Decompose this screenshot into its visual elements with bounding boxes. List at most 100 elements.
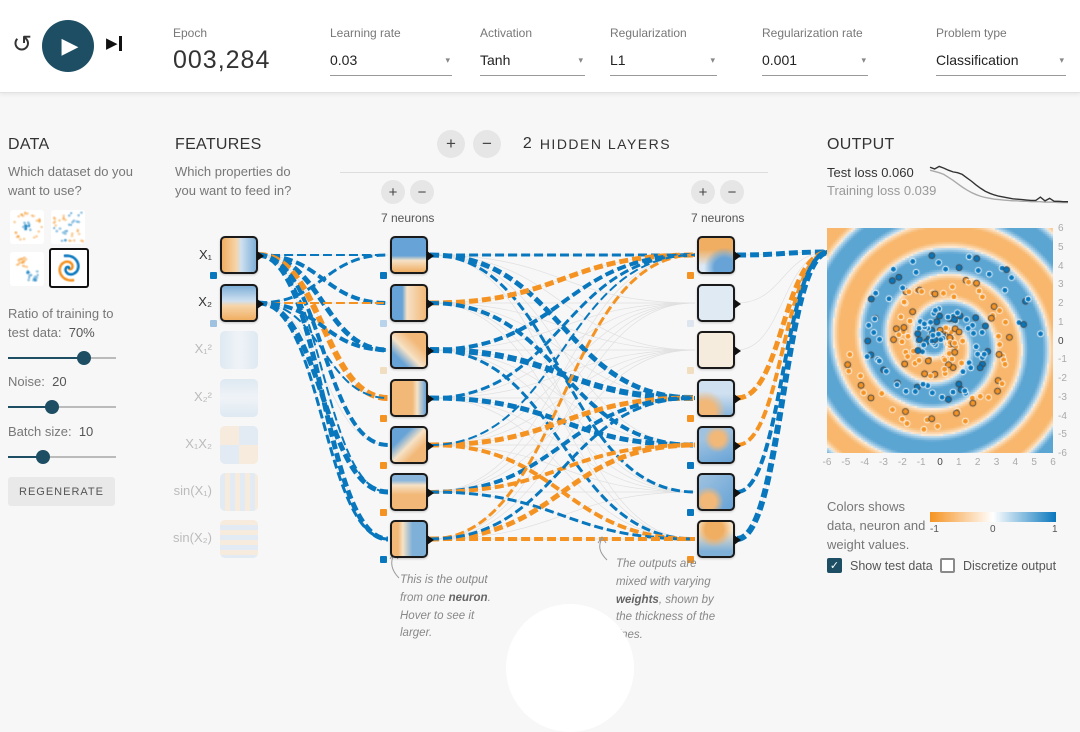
y-tick-label: 1 bbox=[1058, 316, 1064, 328]
regenerate-button[interactable]: REGENERATE bbox=[8, 477, 115, 506]
edge bbox=[257, 301, 389, 541]
legend-tick-label: -1 bbox=[930, 524, 939, 535]
hidden2-neuron-3[interactable] bbox=[687, 331, 741, 374]
connector-nub-icon bbox=[427, 535, 434, 545]
feature-node-x2sq[interactable] bbox=[220, 379, 258, 417]
feature-label-x2: X₂ bbox=[198, 294, 212, 309]
edge bbox=[257, 302, 389, 399]
y-tick-label: 3 bbox=[1058, 279, 1064, 291]
chevron-down-icon: ▾ bbox=[861, 55, 866, 65]
edge bbox=[736, 250, 830, 447]
regularization-rate-value: 0.001 bbox=[762, 52, 798, 68]
layer2-controls: + − 7 neurons bbox=[691, 180, 744, 225]
discretize-output-toggle[interactable]: Discretize output bbox=[940, 558, 1056, 573]
bias-square bbox=[380, 320, 387, 327]
regularization-rate-dropdown[interactable]: Regularization rate 0.001 ▾ bbox=[762, 26, 868, 76]
hidden2-neuron-7[interactable] bbox=[687, 520, 741, 563]
dataset-circle-thumbnail[interactable] bbox=[10, 210, 44, 244]
hidden1-neuron-3[interactable] bbox=[380, 331, 434, 374]
test-loss: Test loss 0.060 bbox=[827, 165, 914, 180]
hidden2-neuron-2[interactable] bbox=[687, 284, 741, 327]
hidden2-neuron-6[interactable] bbox=[687, 473, 741, 516]
reset-network-icon[interactable]: ↺ bbox=[12, 31, 33, 58]
edge bbox=[429, 442, 696, 542]
bias-square bbox=[687, 415, 694, 422]
y-tick-label: -1 bbox=[1058, 354, 1067, 366]
step-button[interactable]: ▶ bbox=[106, 34, 122, 52]
remove-neuron-button[interactable]: − bbox=[410, 180, 434, 204]
bias-square bbox=[687, 320, 694, 327]
data-heading: DATA bbox=[8, 136, 50, 153]
edge bbox=[429, 396, 696, 494]
dataset-xor-thumbnail[interactable] bbox=[51, 210, 85, 244]
hidden2-neuron-4[interactable] bbox=[687, 379, 741, 422]
hidden1-neuron-7[interactable] bbox=[380, 520, 434, 563]
y-tick-label: 5 bbox=[1058, 241, 1064, 253]
activation-dropdown[interactable]: Activation Tanh ▾ bbox=[480, 26, 585, 76]
hidden1-neuron-2[interactable] bbox=[380, 284, 434, 327]
add-neuron-button[interactable]: + bbox=[381, 180, 405, 204]
check-icon: ✓ bbox=[829, 560, 840, 572]
network-edges bbox=[257, 249, 830, 579]
feature-label-sinx1: sin(X₁) bbox=[173, 483, 212, 498]
feature-node-sinx1[interactable] bbox=[220, 473, 258, 511]
ratio-slider-knob[interactable] bbox=[77, 350, 91, 365]
remove-neuron-button[interactable]: − bbox=[720, 180, 744, 204]
y-tick-label: 4 bbox=[1058, 260, 1064, 272]
ratio-slider[interactable] bbox=[8, 350, 116, 365]
edge bbox=[736, 249, 830, 401]
learning-rate-value: 0.03 bbox=[330, 52, 358, 68]
layers-divider-line bbox=[340, 172, 768, 173]
y-tick-label: -3 bbox=[1058, 391, 1067, 403]
features-question: Which properties do you want to feed in? bbox=[175, 164, 292, 198]
discretize-output-checkbox[interactable] bbox=[940, 558, 955, 573]
learning-rate-dropdown[interactable]: Learning rate 0.03 ▾ bbox=[330, 26, 452, 76]
decorative-white-circle bbox=[506, 604, 634, 732]
show-test-data-toggle[interactable]: ✓ Show test data bbox=[827, 558, 933, 573]
bias-square bbox=[687, 462, 694, 469]
batch-size-value: 10 bbox=[78, 424, 94, 439]
x-tick-label: 6 bbox=[1050, 457, 1056, 468]
regularization-dropdown[interactable]: Regularization L1 ▾ bbox=[610, 26, 717, 76]
feature-node-x2[interactable] bbox=[210, 284, 264, 327]
x-tick-label: 1 bbox=[956, 457, 962, 468]
learning-rate-label: Learning rate bbox=[330, 26, 401, 40]
batch-size-slider-knob[interactable] bbox=[36, 449, 50, 464]
add-layer-button[interactable]: + bbox=[436, 130, 465, 158]
hidden2-neuron-5[interactable] bbox=[687, 426, 741, 469]
connector-nub-icon bbox=[734, 488, 741, 498]
play-pause-button[interactable]: ▶ bbox=[42, 20, 94, 72]
layer1-neurons-label: 7 neurons bbox=[381, 211, 435, 225]
feature-node-x1sq[interactable] bbox=[220, 331, 258, 369]
add-neuron-button[interactable]: + bbox=[691, 180, 715, 204]
noise-slider-knob[interactable] bbox=[45, 399, 59, 414]
x-tick-label: 2 bbox=[974, 457, 981, 468]
loss-line bbox=[929, 165, 1068, 203]
batch-size-slider[interactable] bbox=[8, 449, 116, 464]
feature-node-x1[interactable] bbox=[210, 236, 264, 279]
play-icon: ▶ bbox=[61, 33, 79, 58]
y-tick-label: -6 bbox=[1058, 448, 1067, 459]
hidden-layers-count: 2 bbox=[522, 135, 532, 152]
output-decision-heatmap bbox=[827, 228, 1053, 453]
discretize-output-label: Discretize output bbox=[963, 558, 1057, 573]
hidden1-neuron-6[interactable] bbox=[380, 473, 434, 516]
legend-tick-label: 1 bbox=[1052, 524, 1058, 535]
remove-layer-button[interactable]: − bbox=[472, 130, 501, 158]
noise-slider[interactable] bbox=[8, 399, 116, 414]
feature-node-sinx2[interactable] bbox=[220, 520, 258, 558]
show-test-data-checkbox[interactable]: ✓ bbox=[827, 558, 842, 573]
hidden1-neuron-4[interactable] bbox=[380, 379, 434, 422]
x-tick-label: -2 bbox=[897, 457, 907, 468]
features-panel: FEATURES Which properties do you want to… bbox=[175, 136, 315, 201]
hidden2-neuron-1[interactable] bbox=[687, 236, 741, 279]
feature-node-x1x2[interactable] bbox=[220, 426, 258, 464]
connector-nub-icon bbox=[734, 299, 741, 309]
bias-square bbox=[687, 509, 694, 516]
hidden1-neuron-1[interactable] bbox=[380, 236, 434, 279]
dataset-gaussian-thumbnail[interactable] bbox=[10, 252, 44, 286]
problem-type-label: Problem type bbox=[936, 26, 1007, 40]
dataset-spiral-thumbnail-selected[interactable] bbox=[49, 248, 89, 288]
problem-type-dropdown[interactable]: Problem type Classification ▾ bbox=[936, 26, 1066, 76]
hidden1-neuron-5[interactable] bbox=[380, 426, 434, 469]
